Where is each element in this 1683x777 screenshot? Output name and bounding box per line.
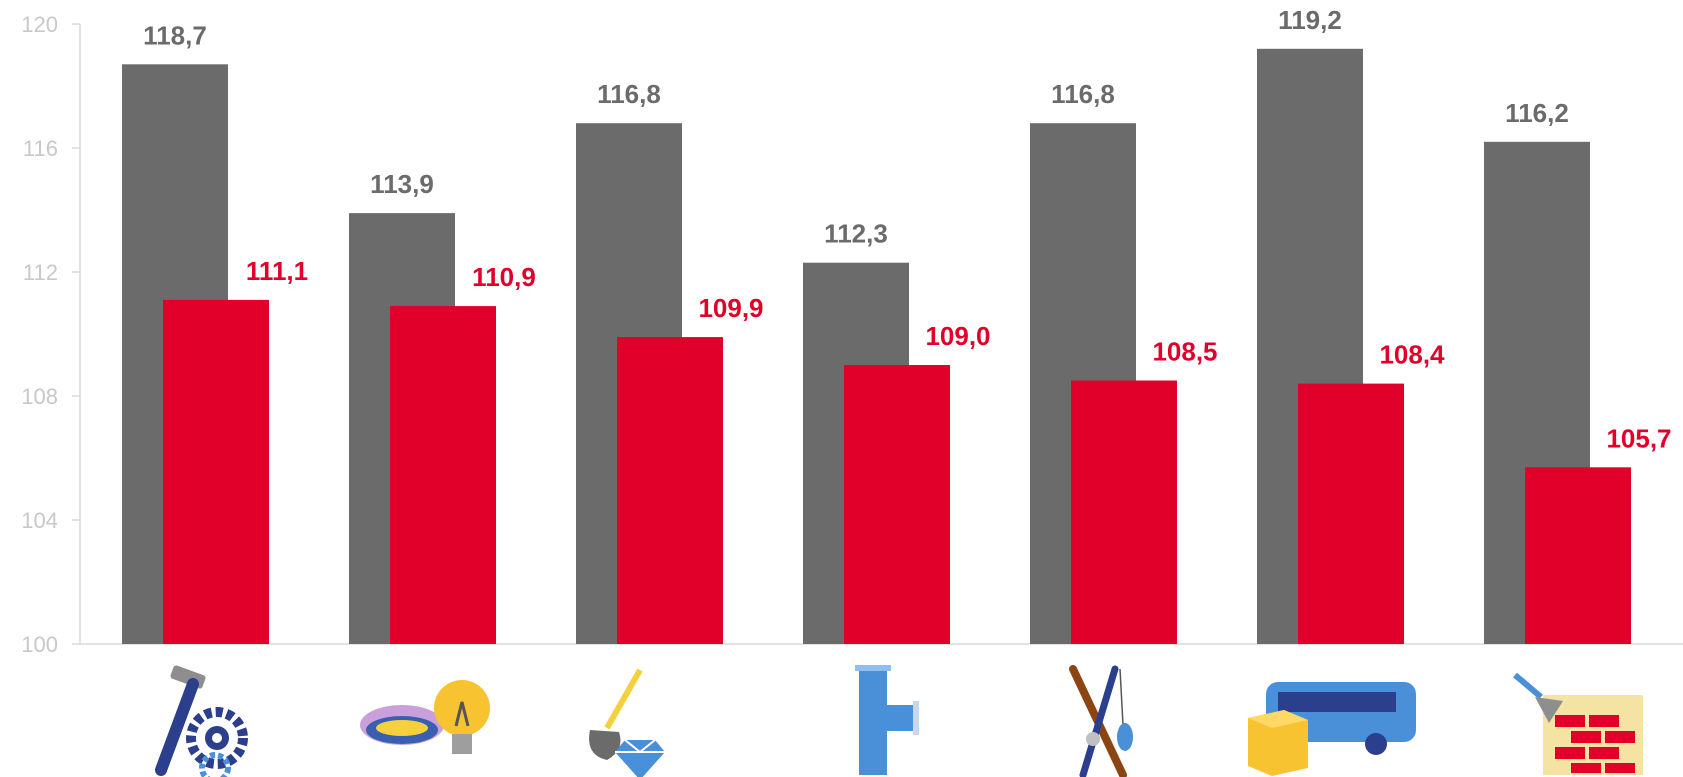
- red-bar-3: [617, 337, 723, 644]
- water-supply-icon: [855, 665, 919, 775]
- red-value-label-1: 111,1: [246, 256, 308, 286]
- gas-electricity-icon: [360, 680, 490, 754]
- red-bar-2: [390, 306, 496, 644]
- y-tick-label: 100: [21, 632, 58, 657]
- gray-value-label-1: 118,7: [143, 20, 207, 50]
- transport-storage-icon: [1248, 682, 1416, 776]
- red-value-label-7: 105,7: [1606, 423, 1671, 453]
- agriculture-hunting-fishing-icon: [1069, 665, 1133, 777]
- gray-value-label-2: 113,9: [370, 169, 434, 199]
- red-bar-7: [1525, 467, 1631, 644]
- bar-group: [122, 48, 1631, 645]
- red-bar-6: [1298, 383, 1404, 644]
- y-tick-label: 116: [23, 136, 58, 161]
- y-tick-label: 120: [21, 12, 58, 37]
- red-value-label-4: 109,0: [925, 321, 990, 351]
- red-bar-5: [1071, 380, 1177, 644]
- red-bar-1: [163, 299, 269, 644]
- y-tick-label: 104: [21, 508, 58, 533]
- value-label-group: 118,7 111,1 113,9 110,9 116,8 109,9 112,3 109,0…: [143, 5, 1671, 453]
- construction-icon: [1513, 672, 1643, 775]
- gray-value-label-3: 116,8: [597, 79, 661, 109]
- y-axis: 100 104 108 112 116 120: [21, 12, 81, 657]
- gray-value-label-4: 112,3: [824, 219, 888, 249]
- red-bar-4: [844, 365, 950, 644]
- red-value-label-3: 109,9: [698, 293, 763, 323]
- mining-icon: [589, 668, 665, 777]
- gray-value-label-6: 119,2: [1278, 5, 1342, 35]
- y-tick-group: 100 104 108 112 116 120: [21, 12, 80, 657]
- y-tick-label: 112: [23, 260, 58, 285]
- red-value-label-6: 108,4: [1379, 340, 1445, 370]
- red-value-label-2: 110,9: [472, 262, 536, 292]
- gray-value-label-7: 116,2: [1505, 98, 1569, 128]
- y-tick-label: 108: [21, 384, 58, 409]
- gray-value-label-5: 116,8: [1051, 79, 1115, 109]
- red-value-label-5: 108,5: [1152, 337, 1217, 367]
- manufacturing-icon: [155, 665, 248, 777]
